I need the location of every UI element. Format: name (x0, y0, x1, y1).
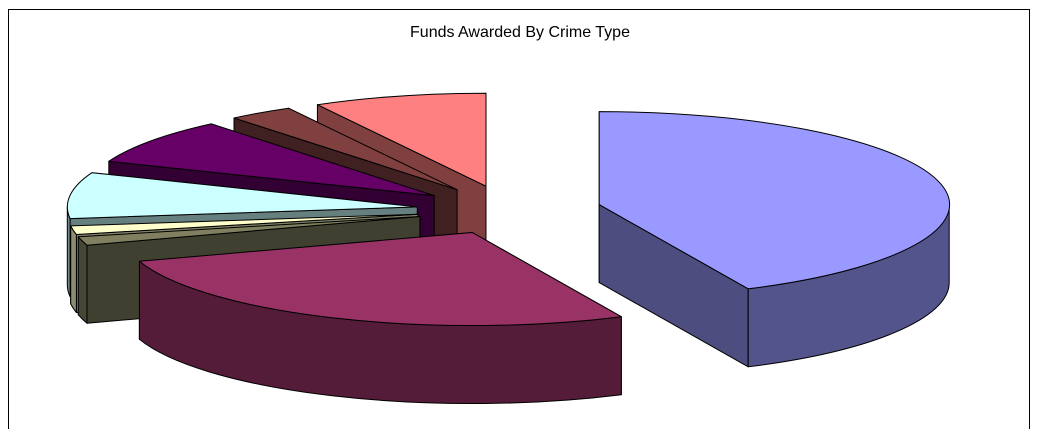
pie-slice-7 (233, 107, 458, 191)
pie-slice-5-rim-1 (66, 206, 71, 298)
pie-slice-1 (598, 111, 951, 290)
pie-slice-3-rim-1 (77, 236, 88, 324)
pie-slice-4 (70, 213, 419, 235)
pie-slice-5 (66, 172, 418, 220)
pie-slice-4-rim-1 (70, 225, 77, 313)
pie-chart (66, 92, 951, 405)
pie-slice-2 (138, 232, 622, 327)
pie-slice-3 (77, 216, 421, 246)
pie-slice-6 (108, 123, 435, 197)
chart-area: Funds Awarded By Crime Type (8, 9, 1030, 429)
chart-title: Funds Awarded By Crime Type (410, 24, 630, 41)
pie-slice-8 (316, 92, 487, 187)
